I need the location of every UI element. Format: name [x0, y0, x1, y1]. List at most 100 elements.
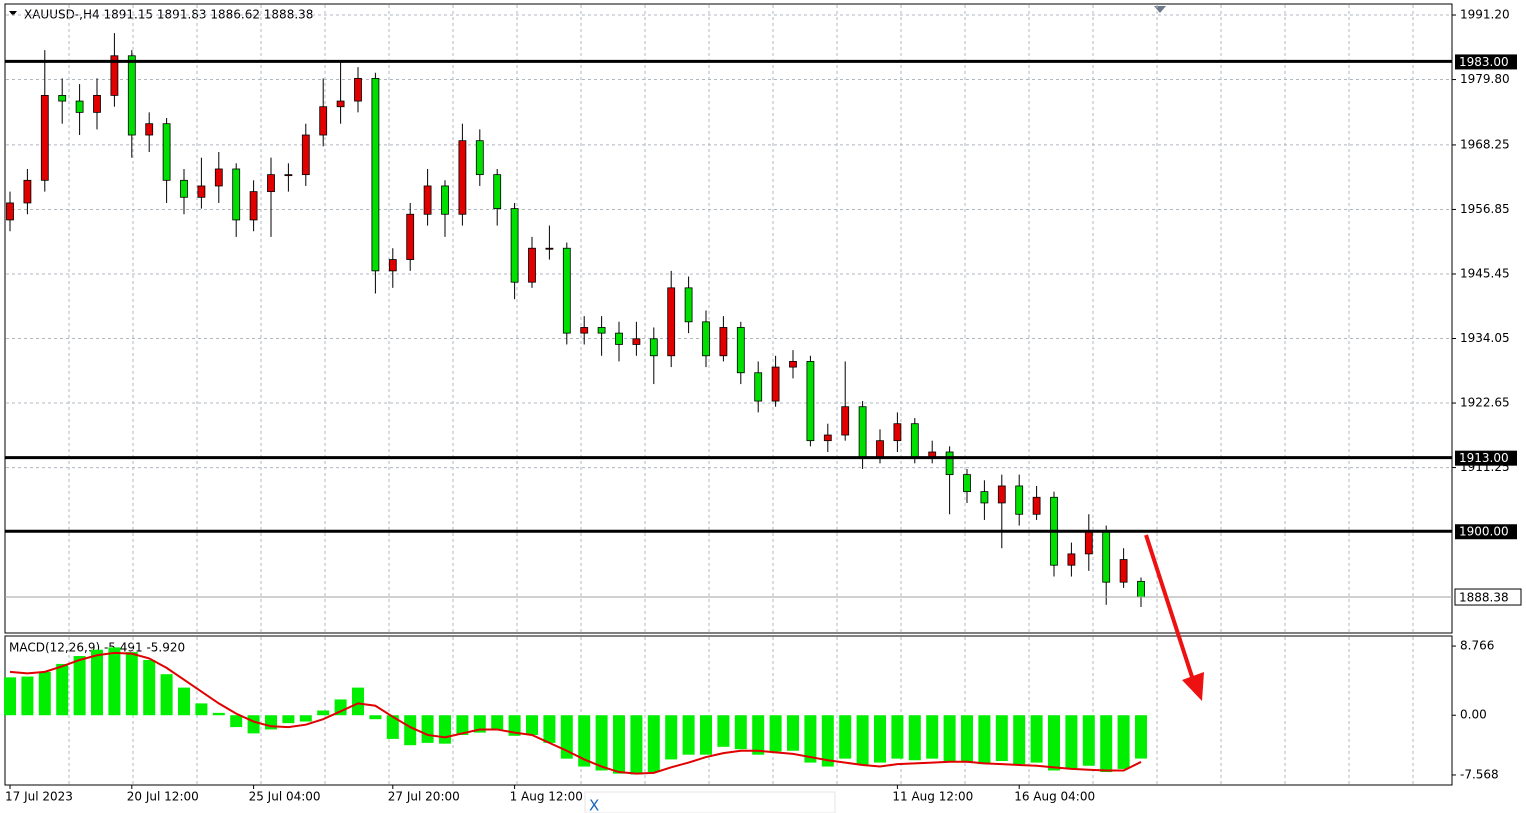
candle-body	[806, 361, 815, 442]
macd-bar	[230, 715, 243, 728]
macd-bar	[647, 715, 660, 773]
y-tick-label: 1956.85	[1460, 202, 1510, 216]
macd-bar	[700, 715, 712, 755]
x-tick-label: 1 Aug 12:00	[510, 790, 583, 804]
macd-bar	[386, 715, 399, 739]
macd-bar	[195, 703, 208, 716]
macd-bar	[108, 647, 121, 716]
macd-bar	[943, 715, 956, 762]
macd-bar	[856, 715, 869, 765]
macd-bar	[1013, 715, 1026, 765]
level-tag	[1455, 524, 1517, 540]
candle-body	[75, 100, 84, 113]
candle-body	[162, 123, 171, 181]
candle-body	[336, 100, 345, 108]
candle-body	[1067, 553, 1076, 566]
y-tick-label: 1991.20	[1460, 8, 1510, 22]
macd-bar	[299, 715, 312, 722]
candle-body	[945, 451, 954, 476]
candle-body	[319, 106, 328, 136]
macd-bar	[491, 715, 504, 730]
symbol-menu[interactable]	[9, 11, 17, 16]
candle-body	[214, 168, 223, 187]
candle-body	[997, 485, 1006, 504]
macd-bar	[456, 715, 469, 735]
macd-bar	[1100, 715, 1113, 773]
y-tick-label: 8.766	[1460, 639, 1494, 653]
macd-bar	[613, 715, 625, 774]
macd-bar	[1117, 715, 1130, 769]
candle-body	[702, 321, 710, 357]
y-tick-label: 1968.25	[1460, 137, 1510, 151]
macd-bar	[682, 715, 695, 755]
candle-body	[893, 423, 902, 442]
level-tag	[1455, 450, 1517, 466]
candle-body	[354, 78, 362, 102]
macd-bar	[160, 674, 173, 716]
candle-body	[736, 327, 745, 374]
candle-body	[249, 191, 258, 221]
candle-body	[789, 361, 797, 368]
candle-body	[1102, 530, 1111, 583]
candle-body	[58, 94, 67, 102]
macd-bar	[578, 715, 591, 767]
candle-body	[180, 179, 188, 198]
macd-bar	[1048, 715, 1060, 771]
macd-bar	[473, 715, 486, 733]
candle-body	[963, 474, 971, 493]
candle-body	[858, 406, 867, 459]
macd-bar	[560, 715, 573, 759]
y-tick-label: 1945.45	[1460, 266, 1510, 280]
candle-body	[93, 94, 101, 113]
macd-bar	[891, 715, 904, 759]
macd-bar	[821, 715, 834, 767]
candle-body	[267, 174, 275, 193]
candle-body	[475, 140, 484, 176]
macd-bar	[38, 671, 51, 716]
macd-bar	[212, 712, 225, 716]
macd-bar	[1082, 715, 1095, 766]
candle-body	[615, 332, 623, 345]
candle-body	[40, 94, 49, 181]
level-label: 1900.00	[1459, 525, 1509, 539]
candle-body	[301, 134, 310, 176]
macd-bar	[734, 715, 747, 750]
candle-body	[371, 78, 380, 272]
macd-bar	[334, 699, 347, 716]
trend-arrowhead	[1182, 672, 1204, 701]
trend-arrow	[1144, 534, 1196, 684]
y-tick-label: 1979.80	[1460, 72, 1510, 86]
x-tick-label: 16 Aug 04:00	[1014, 790, 1095, 804]
candle-body	[1119, 559, 1128, 583]
level-label: 1983.00	[1459, 55, 1509, 69]
y-tick-label: 1922.65	[1460, 396, 1510, 410]
macd-bar	[369, 715, 382, 720]
candle-body	[458, 140, 467, 215]
candle-body	[771, 366, 780, 402]
candle-body	[6, 202, 14, 221]
candle-body	[823, 434, 832, 442]
candle-body	[127, 55, 136, 136]
candle-body	[684, 287, 693, 323]
macd-bar	[352, 687, 364, 716]
macd-bar	[125, 652, 138, 716]
x-tick-label: 25 Jul 04:00	[249, 790, 321, 804]
candle-body	[876, 440, 884, 459]
macd-bar	[178, 687, 190, 716]
candle-body	[1015, 485, 1024, 515]
candle-body	[388, 259, 397, 272]
macd-bar	[752, 715, 765, 755]
candle-body	[545, 247, 554, 250]
candle-body	[580, 327, 589, 334]
popup-icon[interactable]: X	[589, 797, 599, 813]
macd-bar	[717, 715, 730, 747]
candle-body	[562, 247, 571, 334]
macd-bar	[1065, 715, 1078, 769]
macd-bar	[839, 715, 852, 759]
candle-body	[510, 208, 519, 283]
plot-layer: 1991.20 1979.80 1968.25 1956.85 1945.45 1934.…	[4, 5, 1522, 804]
candle-body	[23, 179, 32, 204]
macd-bar	[526, 715, 538, 735]
candle-body	[423, 185, 432, 215]
